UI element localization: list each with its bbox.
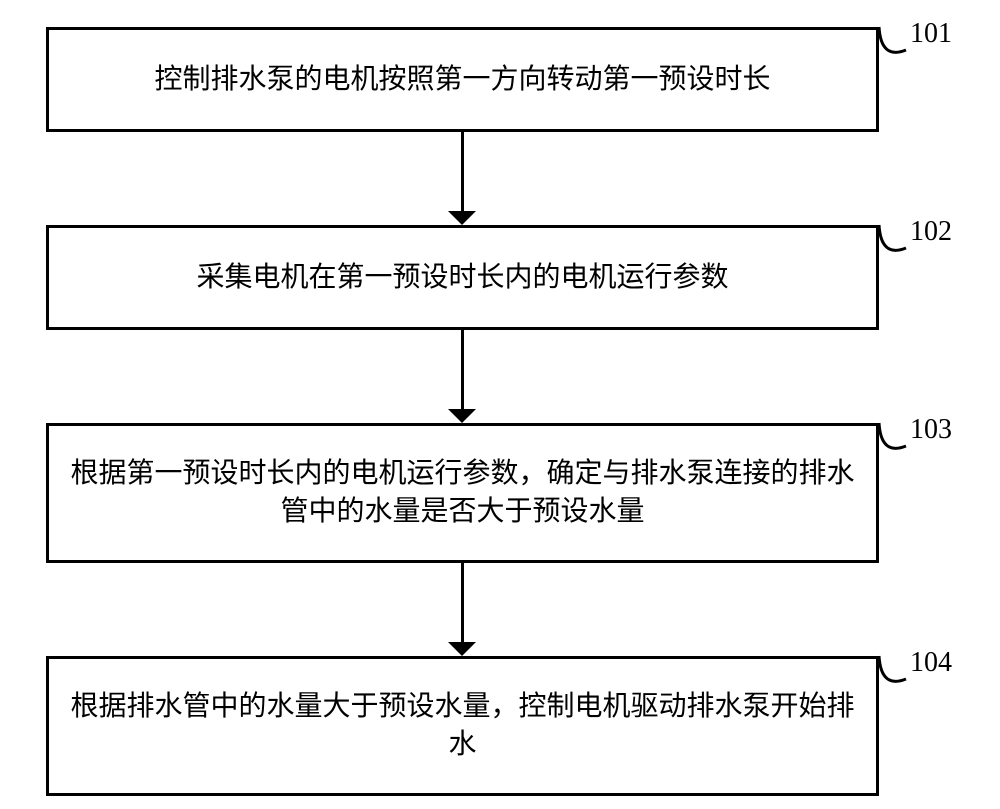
- flowchart-canvas: 控制排水泵的电机按照第一方向转动第一预设时长 101 采集电机在第一预设时长内的电机…: [0, 0, 1000, 809]
- flowchart-step-b4: 根据排水管中的水量大于预设水量，控制电机驱动排水泵开始排水: [46, 656, 879, 796]
- flow-arrow-head: [448, 211, 476, 225]
- flow-arrow-line: [461, 132, 464, 211]
- step-label-b1: 101: [910, 18, 952, 50]
- flow-arrow-head: [448, 642, 476, 656]
- flowchart-step-text: 根据第一预设时长内的电机运行参数，确定与排水泵连接的排水管中的水量是否大于预设水…: [49, 455, 876, 531]
- flowchart-step-text: 采集电机在第一预设时长内的电机运行参数: [178, 259, 746, 297]
- flowchart-step-b3: 根据第一预设时长内的电机运行参数，确定与排水泵连接的排水管中的水量是否大于预设水…: [46, 423, 879, 563]
- flowchart-step-text: 根据排水管中的水量大于预设水量，控制电机驱动排水泵开始排水: [49, 688, 876, 764]
- step-label-b3: 103: [910, 414, 952, 446]
- step-label-b2: 102: [910, 216, 952, 248]
- flow-arrow-line: [461, 330, 464, 409]
- flowchart-step-b1: 控制排水泵的电机按照第一方向转动第一预设时长: [46, 27, 879, 132]
- flowchart-step-b2: 采集电机在第一预设时长内的电机运行参数: [46, 225, 879, 330]
- flow-arrow-line: [461, 563, 464, 642]
- step-label-b4: 104: [910, 647, 952, 679]
- flowchart-step-text: 控制排水泵的电机按照第一方向转动第一预设时长: [136, 61, 788, 99]
- flow-arrow-head: [448, 409, 476, 423]
